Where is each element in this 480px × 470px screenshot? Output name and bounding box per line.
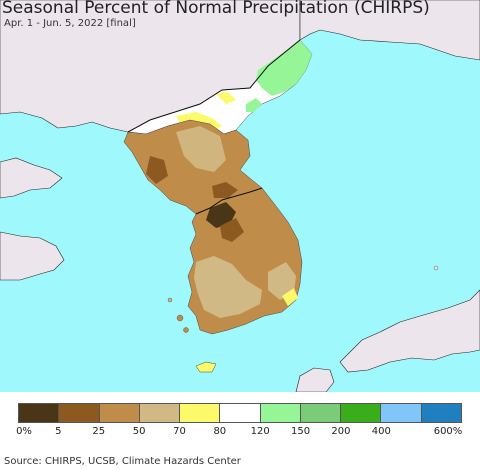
sk-southwest-light xyxy=(194,256,262,318)
jeju xyxy=(195,361,217,373)
legend-label: 5 xyxy=(55,426,62,437)
sk-very-dry xyxy=(206,202,236,228)
legend-label: 200 xyxy=(331,426,351,437)
china-east-coast xyxy=(0,231,65,281)
map-title: Seasonal Percent of Normal Precipitation… xyxy=(2,0,430,18)
shandong xyxy=(0,157,63,199)
dmz-border xyxy=(195,187,263,215)
island xyxy=(183,327,189,333)
legend-swatch xyxy=(180,404,221,422)
island xyxy=(433,265,439,271)
sk-southeast-light xyxy=(268,262,296,300)
island xyxy=(167,297,173,303)
nk-northeast-wet xyxy=(256,40,312,96)
japan-honshu xyxy=(339,289,480,373)
sk-yellow-coast xyxy=(282,288,298,306)
japan-kyushu xyxy=(295,367,335,392)
legend-swatch xyxy=(99,404,140,422)
legend-label: 50 xyxy=(132,426,146,437)
legend-swatch xyxy=(381,404,422,422)
nk-dark-patch-2 xyxy=(212,182,238,198)
legend-label: 400 xyxy=(371,426,391,437)
legend-swatch xyxy=(220,404,261,422)
legend-label: 0% xyxy=(16,426,32,437)
legend-label: 70 xyxy=(173,426,186,437)
nk-yellow-spot xyxy=(216,92,236,104)
legend-labels: 0% 5 25 50 70 80 120 150 200 400 600% xyxy=(0,426,480,440)
legend-swatch xyxy=(341,404,382,422)
legend-colorbar xyxy=(18,403,462,423)
legend-label: 120 xyxy=(250,426,270,437)
legend-swatch xyxy=(260,404,301,422)
nk-dark-patch xyxy=(146,156,168,184)
precipitation-map xyxy=(0,0,480,392)
russia-coast xyxy=(299,0,480,61)
legend-label: 150 xyxy=(290,426,311,437)
legend-label: 25 xyxy=(92,426,106,437)
map-subtitle: Apr. 1 - Jun. 5, 2022 [final] xyxy=(4,18,136,29)
nk-china-border xyxy=(127,39,301,133)
legend-swatch xyxy=(59,404,100,422)
legend-label: 600% xyxy=(433,426,463,437)
island xyxy=(176,314,184,322)
legend-swatch xyxy=(139,404,181,422)
legend-label: 80 xyxy=(213,426,227,437)
legend-swatch xyxy=(421,404,461,422)
sk-dry xyxy=(220,218,244,242)
legend-swatch xyxy=(19,404,60,422)
legend-swatch xyxy=(300,404,342,422)
nk-wet-patch xyxy=(246,98,262,112)
nk-light-patch xyxy=(176,126,226,172)
source-credit: Source: CHIRPS, UCSB, Climate Hazards Ce… xyxy=(4,456,241,467)
